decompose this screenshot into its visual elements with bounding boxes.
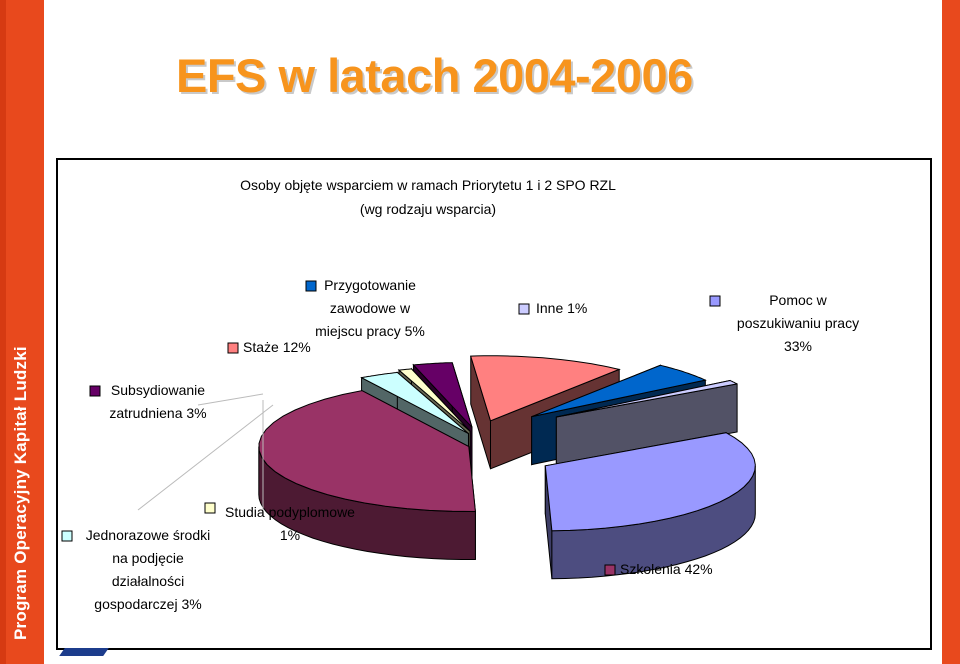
slice-label-szkolenia: Szkolenia 42% [620, 561, 713, 577]
chart-frame: Osoby objęte wsparciem w ramach Prioryte… [56, 158, 932, 650]
slice-studia [397, 368, 471, 432]
bottom-decorative-mark [59, 648, 109, 656]
slice-jednorazowe [360, 371, 469, 435]
legend-swatch-studia [204, 502, 216, 514]
slice-label-jednorazowe: działalności [112, 573, 184, 589]
slice-label-przygotowanie: Przygotowanie [324, 277, 416, 293]
slice-przygotowanie [531, 364, 707, 418]
right-decorative-band [942, 0, 960, 664]
slice-label-przygotowanie: zawodowe w [330, 300, 411, 316]
legend-swatch-przygotowanie [305, 280, 317, 292]
slice-label-staze: Staże 12% [243, 339, 311, 355]
slice-label-studia: Studia podyplomowe [225, 504, 355, 520]
program-vertical-label: Program Operacyjny Kapitał Ludzki [11, 346, 30, 640]
slice-label-jednorazowe: Jednorazowe środki [86, 527, 211, 543]
chart-title-line: Osoby objęte wsparciem w ramach Prioryte… [240, 177, 616, 193]
left-band-edge [0, 0, 6, 664]
chart-title-line: (wg rodzaju wsparcia) [360, 201, 496, 217]
slide-title: EFS w latach 2004-2006 [176, 49, 693, 102]
slice-label-subsydiowanie: Subsydiowanie [111, 382, 205, 398]
pie-chart: Osoby objęte wsparciem w ramach Prioryte… [61, 177, 859, 612]
legend-swatch-pomoc [709, 295, 721, 307]
slice-label-jednorazowe: gospodarczej 3% [94, 596, 201, 612]
slice-label-subsydiowanie: zatrudniena 3% [109, 405, 206, 421]
pie-tops [258, 355, 756, 532]
leader-line-subsydiowanie [197, 393, 264, 406]
slice-label-pomoc: 33% [784, 338, 812, 354]
legend-swatch-szkolenia [604, 564, 616, 576]
leader-line-studia [137, 404, 274, 511]
legend-swatch-subsydiowanie [89, 385, 101, 397]
legend-swatch-jednorazowe [61, 530, 73, 542]
slice-label-inne: Inne 1% [536, 300, 587, 316]
slice-label-przygotowanie: miejscu pracy 5% [315, 323, 425, 339]
legend-swatch-staze [227, 342, 239, 354]
slice-inne [556, 379, 738, 418]
slice-pomoc [544, 432, 756, 532]
slice-label-pomoc: poszukiwaniu pracy [737, 315, 859, 331]
left-decorative-band [0, 0, 44, 664]
slice-label-pomoc: Pomoc w [769, 292, 827, 308]
slice-label-studia: 1% [280, 527, 300, 543]
slice-label-jednorazowe: na podjęcie [112, 550, 184, 566]
legend-swatch-inne [518, 303, 530, 315]
slice-staze [470, 355, 621, 422]
slice-szkolenia [258, 390, 476, 513]
slice-subsydiowanie [412, 362, 473, 428]
